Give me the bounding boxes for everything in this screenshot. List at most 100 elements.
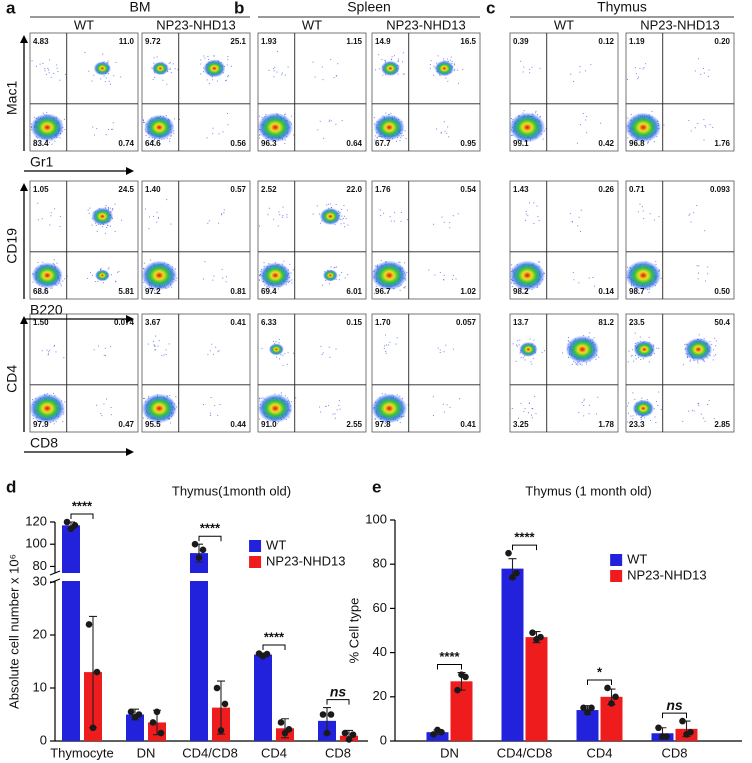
event-dot (223, 209, 225, 211)
event-dot (696, 265, 698, 267)
event-dot (273, 70, 275, 72)
event-dot (452, 278, 454, 280)
event-dot (148, 136, 150, 138)
event-dot (399, 289, 401, 291)
event-dot (447, 126, 449, 128)
y-tick-label: 30 (33, 573, 47, 588)
event-dot (320, 345, 322, 347)
plot-frame (509, 313, 619, 433)
event-dot (263, 262, 265, 264)
event-dot (655, 263, 657, 265)
event-dot (642, 358, 644, 360)
panel-letter: b (234, 0, 244, 17)
event-dot (439, 271, 441, 273)
event-dot (106, 227, 108, 229)
event-dot (154, 349, 156, 351)
event-dot (436, 62, 438, 64)
event-dot (321, 353, 323, 355)
event-dot (575, 363, 577, 365)
event-dot (405, 138, 407, 140)
flow-plot: 2.52 22.069.4 6.01 (257, 180, 367, 300)
event-dot (262, 397, 264, 399)
event-dot (338, 274, 340, 276)
event-dot (266, 289, 268, 291)
event-dot (539, 115, 541, 117)
event-dot (632, 392, 634, 394)
event-dot (48, 69, 50, 71)
event-dot (322, 352, 324, 354)
density-blob (31, 262, 63, 289)
density-blob (203, 59, 226, 78)
y-axis-label: % Cell type (346, 598, 361, 664)
significance-bracket (70, 513, 94, 519)
event-dot (511, 282, 512, 284)
event-dot (110, 128, 112, 130)
significance-label: **** (200, 521, 221, 536)
event-dot (50, 76, 52, 78)
event-dot (531, 66, 533, 68)
event-dot (157, 345, 159, 347)
event-dot (526, 291, 528, 293)
event-dot (267, 214, 269, 216)
event-dot (654, 416, 656, 418)
event-dot (216, 80, 218, 82)
event-dot (284, 395, 286, 397)
event-dot (143, 119, 144, 121)
y-axis-label: Absolute cell number x 10⁶ (6, 554, 21, 709)
event-dot (684, 344, 686, 346)
event-dot (51, 287, 53, 289)
event-dot (212, 353, 214, 355)
data-point (153, 708, 161, 716)
event-dot (698, 334, 700, 336)
event-dot (707, 266, 709, 268)
quadrant-percent: 99.1 (513, 139, 529, 148)
event-dot (91, 274, 93, 276)
event-dot (383, 348, 385, 350)
event-dot (374, 265, 376, 267)
event-dot (447, 60, 449, 62)
data-point (135, 711, 143, 718)
density-blob (371, 260, 408, 291)
y-tick-label: 80 (373, 556, 387, 571)
axis-break (49, 573, 368, 581)
event-dot (630, 114, 632, 116)
event-dot (108, 80, 110, 82)
event-dot (579, 124, 581, 126)
event-dot (89, 207, 91, 209)
event-dot (289, 263, 291, 265)
event-dot (682, 420, 684, 422)
x-tick-label: CD8 (325, 745, 351, 760)
event-dot (702, 417, 704, 419)
event-dot (105, 134, 107, 136)
event-dot (204, 261, 206, 263)
density-blob (509, 260, 546, 291)
event-dot (537, 261, 539, 263)
event-dot (343, 204, 345, 206)
event-dot (279, 214, 281, 216)
event-dot (282, 215, 284, 217)
flow-plot: 9.72 25.164.6 0.56 (141, 32, 251, 152)
event-dot (335, 203, 337, 205)
event-dot (407, 219, 409, 221)
event-dot (533, 339, 535, 341)
event-dot (634, 355, 636, 357)
event-dot (169, 69, 171, 71)
event-dot (336, 75, 338, 77)
event-dot (633, 360, 635, 362)
event-dot (100, 267, 102, 269)
event-dot (31, 60, 33, 62)
event-dot (42, 63, 44, 65)
event-dot (631, 354, 633, 356)
event-dot (384, 60, 386, 62)
event-dot (291, 401, 293, 403)
event-dot (93, 349, 95, 351)
event-dot (280, 392, 282, 394)
event-dot (646, 399, 648, 401)
panel-letter: e (372, 477, 381, 496)
event-dot (275, 341, 277, 343)
event-dot (648, 361, 650, 363)
event-dot (261, 347, 263, 349)
event-dot (110, 414, 112, 416)
event-dot (282, 354, 284, 356)
